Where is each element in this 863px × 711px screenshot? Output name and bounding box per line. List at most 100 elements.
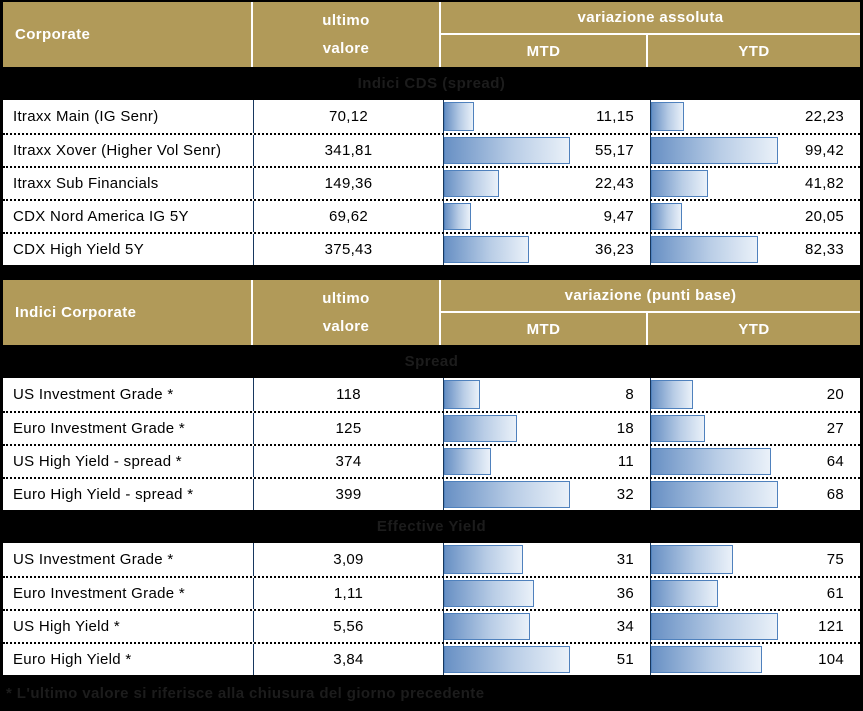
ytd-data-bar [651, 448, 772, 475]
mtd-value: 9,47 [603, 208, 634, 225]
variation-header-group: variazione assoluta MTD YTD [441, 2, 860, 67]
variation-header: variazione (punti base) [441, 280, 860, 313]
table-row: Euro Investment Grade * 125 18 27 [3, 411, 860, 444]
table-row: Itraxx Main (IG Senr) 70,12 11,15 22,23 [3, 100, 860, 133]
report-tables: Corporate ultimo valore variazione assoluta… [0, 2, 863, 675]
table-row: US Investment Grade * 118 8 20 [3, 378, 860, 411]
mtd-cell: 32 [443, 479, 650, 510]
mtd-data-bar [444, 580, 535, 607]
table-row: US High Yield * 5,56 34 121 [3, 609, 860, 642]
ytd-cell: 20 [650, 378, 860, 411]
last-value-header: ultimo valore [253, 280, 441, 345]
row-last-value: 118 [253, 378, 443, 411]
mtd-value: 22,43 [594, 175, 634, 192]
ytd-column-header: YTD [646, 313, 860, 345]
mtd-cell: 11,15 [443, 100, 650, 133]
row-name: US High Yield - spread * [13, 453, 182, 470]
mtd-value: 36,23 [594, 241, 634, 258]
mtd-cell: 22,43 [443, 168, 650, 199]
table-header: Indici Corporate ultimo valore variazione (… [3, 280, 860, 345]
ytd-value: 99,42 [804, 142, 844, 159]
ytd-data-bar [651, 380, 693, 409]
table-title: Corporate [3, 2, 253, 67]
ytd-cell: 64 [650, 446, 860, 477]
ytd-data-bar [651, 137, 779, 164]
ytd-cell: 82,33 [650, 234, 860, 265]
ytd-value: 104 [818, 651, 844, 668]
mtd-value: 55,17 [594, 142, 634, 159]
ytd-value: 82,33 [804, 241, 844, 258]
ytd-data-bar [651, 646, 762, 673]
row-name: Euro High Yield - spread * [13, 486, 194, 503]
ytd-cell: 41,82 [650, 168, 860, 199]
row-name: Euro High Yield * [13, 651, 132, 668]
ytd-cell: 22,23 [650, 100, 860, 133]
mtd-data-bar [444, 137, 570, 164]
row-last-value: 3,09 [253, 543, 443, 576]
table-row: Euro High Yield - spread * 399 32 68 [3, 477, 860, 510]
mtd-data-bar [444, 613, 530, 640]
mtd-cell: 51 [443, 644, 650, 675]
row-last-value: 374 [253, 446, 443, 477]
mtd-column-header: MTD [526, 42, 561, 60]
ytd-data-bar [651, 580, 719, 607]
row-name: US Investment Grade * [13, 551, 174, 568]
last-value-header-line2: valore [322, 40, 370, 57]
ytd-cell: 121 [650, 611, 860, 642]
row-name: Itraxx Main (IG Senr) [13, 108, 159, 125]
ytd-data-bar [651, 203, 682, 230]
row-last-value: 125 [253, 413, 443, 444]
ytd-cell: 61 [650, 578, 860, 609]
table-row: Itraxx Sub Financials 149,36 22,43 41,82 [3, 166, 860, 199]
row-name: Euro Investment Grade * [13, 420, 185, 437]
mtd-data-bar [444, 415, 518, 442]
ytd-value: 41,82 [804, 175, 844, 192]
footnote: * L'ultimo valore si riferisce alla chiu… [0, 675, 863, 711]
mtd-cell: 36 [443, 578, 650, 609]
mtd-data-bar [444, 203, 471, 230]
variation-subheaders: MTD YTD [441, 313, 860, 345]
row-last-value: 341,81 [253, 135, 443, 166]
section-band-title: Spread [3, 345, 860, 378]
last-value-header-line1: ultimo [322, 290, 370, 307]
table-row: Euro Investment Grade * 1,11 36 61 [3, 576, 860, 609]
table-row: US High Yield - spread * 374 11 64 [3, 444, 860, 477]
mtd-cell: 9,47 [443, 201, 650, 232]
row-last-value: 1,11 [253, 578, 443, 609]
ytd-column-header: YTD [646, 35, 860, 67]
ytd-value: 68 [826, 486, 844, 503]
variation-subheaders: MTD YTD [441, 35, 860, 67]
table-row: Euro High Yield * 3,84 51 104 [3, 642, 860, 675]
mtd-value: 51 [616, 651, 634, 668]
row-last-value: 399 [253, 479, 443, 510]
mtd-value: 11 [617, 453, 634, 470]
ytd-data-bar [651, 170, 709, 197]
last-value-header: ultimo valore [253, 2, 441, 67]
variation-header: variazione assoluta [441, 2, 860, 35]
variation-header-group: variazione (punti base) MTD YTD [441, 280, 860, 345]
mtd-cell: 18 [443, 413, 650, 444]
ytd-cell: 27 [650, 413, 860, 444]
row-name: Itraxx Sub Financials [13, 175, 159, 192]
mtd-value: 18 [616, 420, 634, 437]
row-last-value: 69,62 [253, 201, 443, 232]
ytd-cell: 104 [650, 644, 860, 675]
mtd-cell: 34 [443, 611, 650, 642]
mtd-data-bar [444, 448, 492, 475]
ytd-data-bar [651, 415, 706, 442]
ytd-data-bar [651, 481, 779, 508]
ytd-value: 61 [826, 585, 844, 602]
last-value-header-line2: valore [322, 318, 370, 335]
mtd-data-bar [444, 481, 570, 508]
mtd-data-bar [444, 545, 523, 574]
last-value-header-line1: ultimo [322, 12, 370, 29]
mtd-cell: 36,23 [443, 234, 650, 265]
mtd-value: 32 [616, 486, 634, 503]
mtd-data-bar [444, 380, 481, 409]
mtd-data-bar [444, 170, 499, 197]
table-row: US Investment Grade * 3,09 31 75 [3, 543, 860, 576]
mtd-data-bar [444, 646, 570, 673]
mtd-value: 8 [625, 386, 634, 403]
table-header: Corporate ultimo valore variazione assoluta… [3, 2, 860, 67]
